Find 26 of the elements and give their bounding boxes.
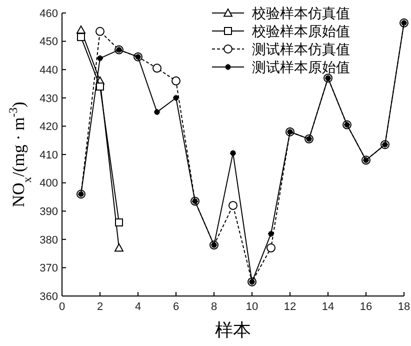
x-tick-label: 10 — [246, 301, 258, 313]
y-tick-label: 440 — [40, 64, 58, 76]
y-tick-label: 460 — [40, 8, 58, 20]
y-tick-label: 370 — [40, 262, 58, 275]
x-tick-label: 16 — [360, 301, 372, 313]
x-tick-label: 18 — [398, 301, 410, 313]
y-tick-label: 400 — [40, 178, 58, 190]
legend-label: 校验样本仿真值 — [251, 6, 350, 22]
legend-label: 测试样本原始值 — [252, 60, 350, 76]
legend-label: 测试样本仿真值 — [252, 42, 350, 58]
x-axis-title: 样本 — [215, 320, 251, 341]
legend-label: 校验样本原始值 — [251, 24, 350, 40]
y-tick-label: 360 — [40, 290, 58, 303]
y-tick-label: 430 — [40, 92, 58, 105]
y-tick-label: 390 — [40, 206, 58, 218]
y-tick-label: 420 — [40, 121, 58, 134]
x-tick-label: 0 — [58, 301, 66, 313]
x-tick-label: 14 — [322, 301, 334, 313]
x-tick-label: 8 — [210, 301, 218, 313]
x-tick-label: 2 — [96, 301, 104, 313]
y-tick-label: 380 — [40, 234, 58, 246]
y-tick-label: 410 — [40, 149, 58, 162]
x-tick-label: 4 — [134, 301, 142, 313]
x-tick-label: 12 — [284, 301, 296, 313]
x-tick-label: 6 — [172, 301, 180, 313]
y-tick-label: 450 — [40, 36, 58, 48]
